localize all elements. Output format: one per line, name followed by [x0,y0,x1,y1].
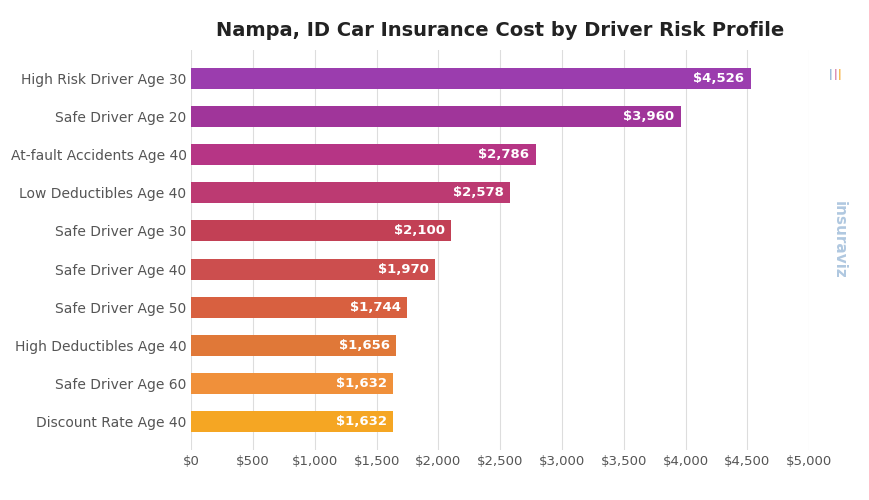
Text: $1,970: $1,970 [377,262,428,276]
Text: $2,100: $2,100 [393,224,444,237]
Bar [191,373,393,394]
Bar [191,182,509,204]
Text: $3,960: $3,960 [622,110,673,123]
Text: $4,526: $4,526 [693,72,744,85]
Bar [191,220,450,242]
Bar [191,144,535,166]
Bar [191,68,750,89]
Text: $1,656: $1,656 [338,338,389,351]
Text: insuraviz: insuraviz [831,201,846,279]
Text: $2,578: $2,578 [452,186,503,200]
Text: |: | [837,70,840,80]
Text: $2,786: $2,786 [478,148,529,162]
Bar [191,334,395,355]
Text: $1,744: $1,744 [349,300,401,314]
Text: |: | [833,70,836,80]
Title: Nampa, ID Car Insurance Cost by Driver Risk Profile: Nampa, ID Car Insurance Cost by Driver R… [216,21,784,40]
Text: |: | [828,70,832,80]
Bar [191,411,393,432]
Bar [191,258,434,280]
Bar [191,296,407,318]
Bar [191,106,680,127]
Text: $1,632: $1,632 [335,415,387,428]
Text: $1,632: $1,632 [335,377,387,390]
